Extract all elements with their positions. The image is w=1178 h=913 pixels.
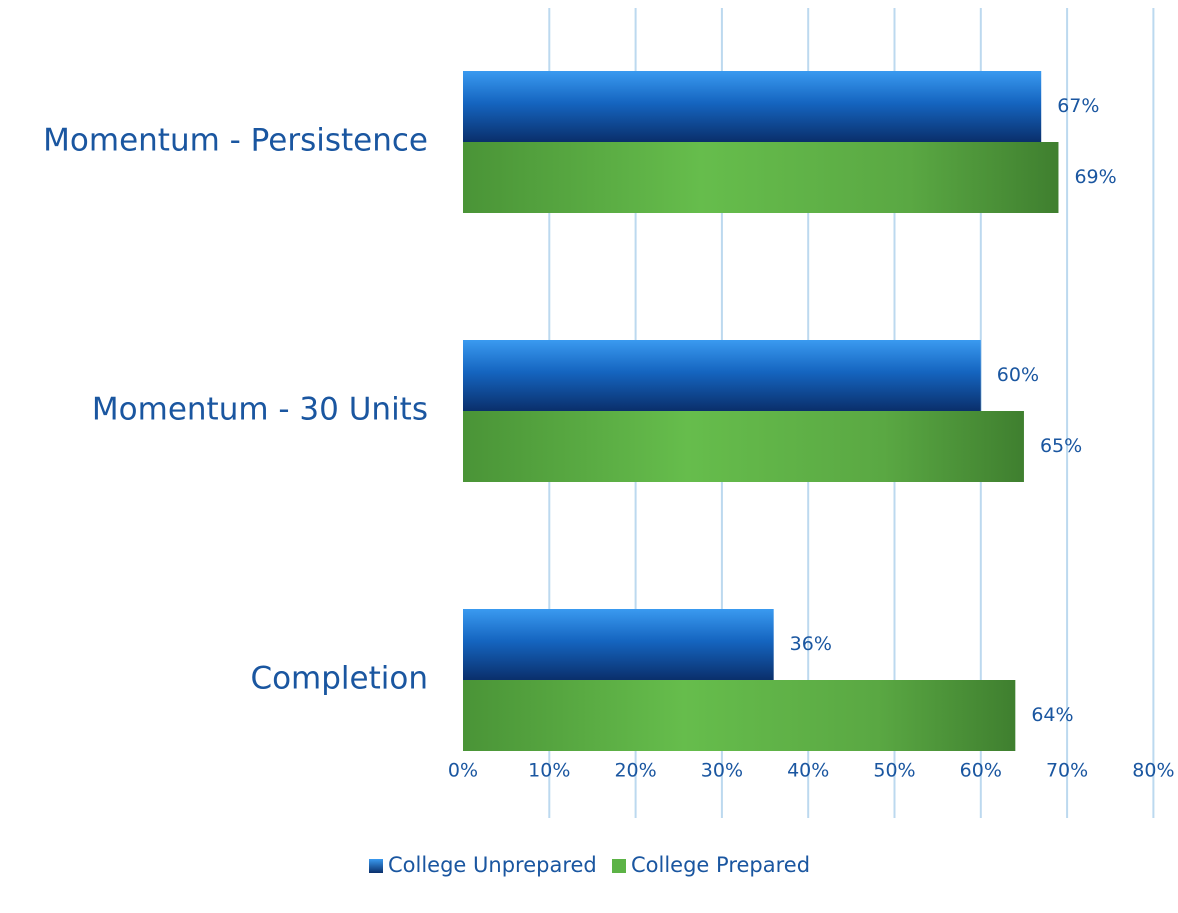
data-label: 64%: [1031, 704, 1073, 726]
data-label: 69%: [1074, 166, 1116, 188]
bar: [463, 142, 1059, 213]
x-tick-label: 40%: [787, 760, 829, 782]
legend: College Unprepared College Prepared: [369, 853, 810, 877]
legend-swatch: [612, 859, 626, 873]
x-tick-label: 20%: [614, 760, 656, 782]
bars: [463, 71, 1059, 751]
legend-label: College Prepared: [631, 853, 810, 877]
bar: [463, 71, 1042, 142]
legend-label: College Unprepared: [388, 853, 597, 877]
labels: 0% 10% 20% 30% 40% 50% 60% 70% 80% Momentum - Per…: [43, 95, 1174, 782]
bar: [463, 411, 1024, 482]
x-tick-label: 70%: [1046, 760, 1088, 782]
legend-swatch: [369, 859, 383, 873]
category-label: Momentum - 30 Units: [92, 392, 428, 428]
data-label: 36%: [790, 633, 832, 655]
category-label: Momentum - Persistence: [43, 123, 428, 159]
category-label: Completion: [250, 661, 428, 697]
x-tick-label: 60%: [960, 760, 1002, 782]
x-tick-label: 30%: [701, 760, 743, 782]
x-tick-label: 10%: [528, 760, 570, 782]
data-label: 60%: [997, 364, 1039, 386]
data-label: 65%: [1040, 435, 1082, 457]
x-tick-label: 80%: [1132, 760, 1174, 782]
bar: [463, 340, 981, 411]
data-label: 67%: [1057, 95, 1099, 117]
bar: [463, 609, 774, 680]
x-tick-label: 0%: [448, 760, 478, 782]
x-tick-label: 50%: [873, 760, 915, 782]
bar: [463, 680, 1016, 751]
